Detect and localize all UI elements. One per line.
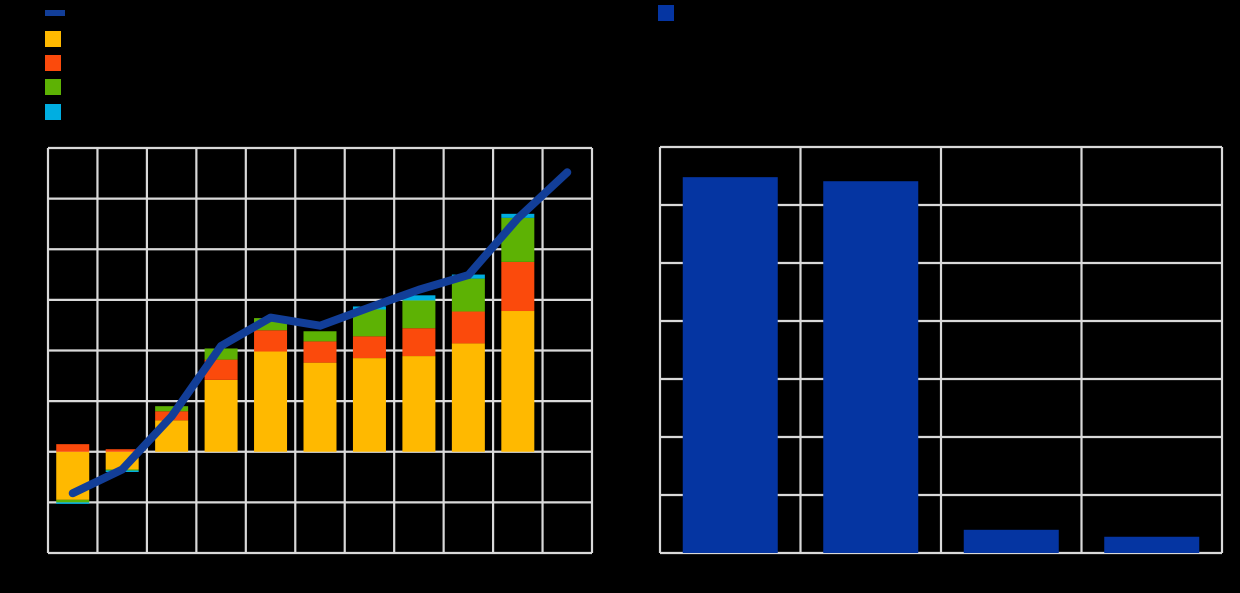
series-blue — [682, 177, 1200, 553]
blue-bar-chart-legend — [658, 5, 674, 21]
bar-segment-blue — [1104, 536, 1200, 553]
bar-segment-blue — [963, 529, 1059, 553]
bar-segment-orange-red — [303, 341, 337, 363]
legend-swatch-yellow-icon — [45, 31, 61, 47]
blue-bar-chart — [658, 5, 1224, 555]
legend-swatch-green-icon — [45, 79, 61, 95]
bar-segment-yellow — [501, 311, 535, 452]
bar-segment-yellow — [402, 356, 436, 452]
bar-segment-orange-red — [352, 336, 386, 359]
bar-segment-orange-red — [204, 359, 238, 380]
bar-segment-orange-red — [105, 449, 139, 452]
bar-segment-blue — [682, 177, 778, 553]
bar-segment-green — [402, 300, 436, 329]
bar-segment-orange-red — [254, 330, 288, 352]
bar-segment-green — [303, 331, 337, 342]
legend-swatch-total-line-line — [45, 10, 65, 16]
bar-segment-cyan — [56, 502, 90, 504]
bar-segment-yellow — [204, 379, 238, 452]
bar-segment-green — [451, 278, 485, 312]
bar-segment-green — [204, 348, 238, 360]
stacked-bar-line-chart — [45, 10, 594, 555]
line-total-line — [68, 168, 572, 498]
stacked-bar-line-chart-legend — [45, 10, 65, 120]
bar-segment-orange-red — [501, 261, 535, 312]
bar-segment-green — [56, 499, 90, 503]
legend-swatch-blue-icon — [658, 5, 674, 21]
bar-segment-green — [155, 406, 189, 412]
bar-segment-yellow — [352, 358, 386, 452]
bar-segment-orange-red — [402, 328, 436, 357]
bar-segment-orange-red — [451, 311, 485, 344]
legend-swatch-cyan-icon — [45, 104, 61, 120]
bar-segment-yellow — [303, 362, 337, 452]
bar-segment-yellow — [451, 343, 485, 452]
bar-segment-cyan — [402, 295, 436, 301]
bar-segment-orange-red — [56, 444, 90, 452]
bar-segment-blue — [823, 181, 919, 553]
bar-segment-green — [501, 217, 535, 262]
bar-segment-yellow — [254, 351, 288, 452]
legend-swatch-orange-red-icon — [45, 55, 61, 71]
